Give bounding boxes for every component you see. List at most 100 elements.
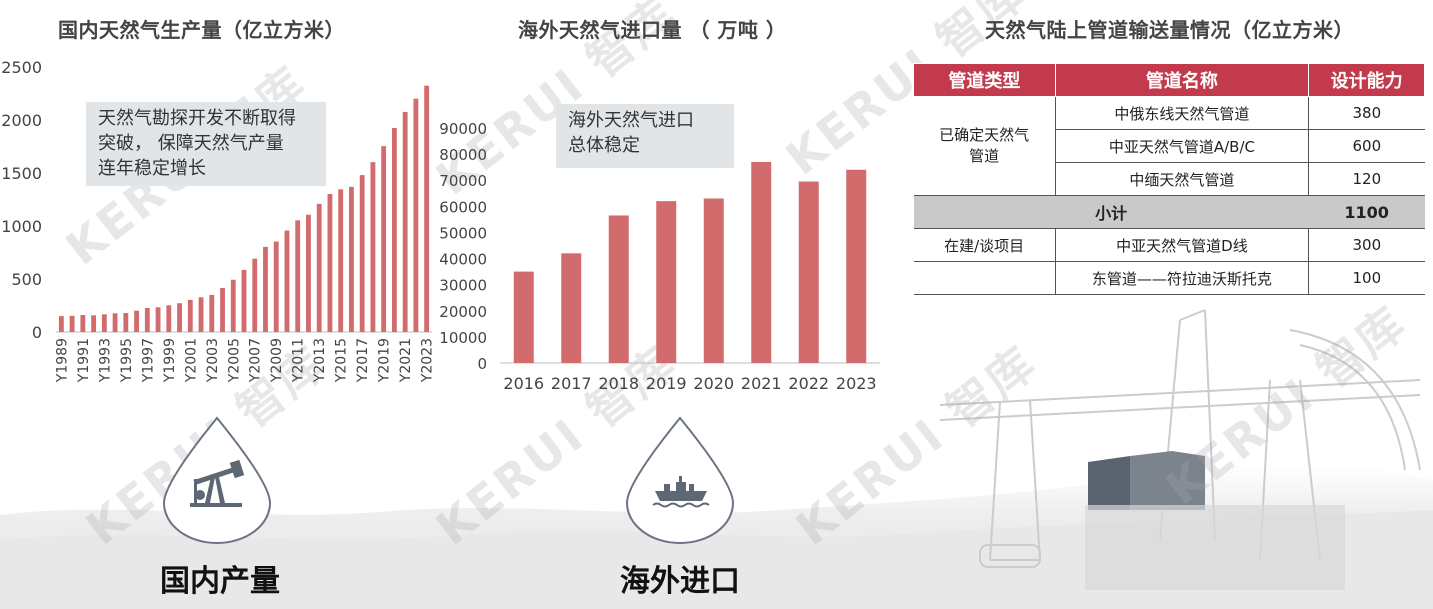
bar-Y2017 [359,175,365,332]
bar-Y2015 [338,189,344,332]
table-row: 在建/谈项目 中亚天然气管道D线 300 [913,228,1425,262]
bar-Y2006 [241,269,247,332]
bar-Y1995 [123,313,129,332]
pipeline-type-line: 已确定天然气 [939,126,1030,144]
import-callout: 海外天然气进口 总体稳定 [556,104,734,168]
oil-tanker-icon [625,416,735,544]
bar-Y1991 [80,315,86,332]
bar-Y2020 [391,127,397,332]
subtotal-label-cell: 小计 [913,195,1309,229]
x-tick-label: Y1991 [76,338,92,383]
y-tick-label: 1500 [1,164,42,183]
x-tick-label: Y2017 [355,338,371,383]
bar-Y2001 [187,299,193,332]
bar-Y1993 [101,314,107,332]
bar-Y2004 [220,288,225,332]
callout-line: 总体稳定 [568,135,640,156]
x-tick-label: 2022 [788,374,829,393]
bar-Y2010 [284,230,290,332]
pipeline-type-line: 管道 [969,147,1000,165]
pipeline-table-title: 天然气陆上管道输送量情况（亿立方米） [985,18,1354,42]
oil-pump-icon [162,416,272,544]
bar-2017 [561,253,582,363]
bar-Y1999 [166,305,172,332]
bar-Y2021 [402,111,408,332]
x-tick-label: Y2019 [377,338,393,383]
x-tick-label: 2020 [693,374,734,393]
table-row: 中缅天然气管道 120 [914,162,1425,196]
column-header: 管道类型 [913,63,1056,97]
bar-Y2016 [349,186,354,332]
x-tick-label: Y1993 [97,338,113,383]
x-tick-label: Y2005 [226,338,242,383]
domestic-chart-title: 国内天然气生产量（亿立方米） [58,18,345,42]
x-tick-label: Y1999 [162,338,178,383]
domestic-callout: 天然气勘探开发不断取得 突破， 保障天然气产量 连年稳定增长 [86,102,326,186]
y-tick-label: 2500 [1,58,42,77]
bar-Y2000 [177,303,182,332]
bar-2016 [513,271,534,363]
callout-line: 连年稳定增长 [98,158,206,179]
import-chart-title: 海外天然气进口量 （ 万吨 ） [518,18,787,42]
bar-2019 [656,201,677,363]
bar-Y2019 [381,146,387,332]
x-tick-label: Y2013 [312,338,328,383]
bar-2021 [751,161,772,363]
x-tick-label: Y2009 [269,338,285,383]
column-header: 管道名称 [1054,63,1310,97]
y-tick-label: 1000 [1,217,42,236]
bar-Y2002 [198,297,204,332]
pipeline-type-cell: 在建/谈项目 [913,228,1056,262]
pipeline-type-cell: 已确定天然气 管道 [913,96,1056,196]
x-tick-label: 2021 [741,374,782,393]
bar-Y2008 [263,246,268,332]
table-row: 中亚天然气管道A/B/C 600 [914,129,1425,163]
bar-Y1989 [58,316,64,332]
x-tick-label: 2017 [551,374,592,393]
bar-Y2007 [252,258,258,332]
capacity-cell: 300 [1308,228,1425,262]
pipeline-name-cell: 中亚天然气管道D线 [1054,228,1310,262]
table-row: 已确定天然气 管道 中俄东线天然气管道 380 [913,96,1425,196]
bar-Y1996 [134,310,139,332]
bar-Y2013 [316,203,322,332]
y-tick-label: 0 [32,323,42,342]
bar-2023 [846,169,867,363]
capacity-cell: 600 [1308,129,1425,163]
bar-Y1997 [144,307,150,332]
bar-2022 [798,181,819,363]
pipeline-name-cell: 中缅天然气管道 [1054,162,1310,196]
domestic-production-label: 国内产量 [160,564,280,599]
y-tick-label: 90000 [439,120,487,138]
x-tick-label: Y2001 [183,338,199,383]
bar-Y2011 [295,220,301,332]
y-tick-label: 500 [11,270,42,289]
subtotal-row: 小计 1100 [913,195,1425,229]
x-tick-label: 2019 [646,374,687,393]
y-tick-label: 0 [477,355,487,373]
table-header-row: 管道类型 管道名称 设计能力 [913,63,1425,97]
overseas-import-label: 海外进口 [620,564,740,599]
x-tick-label: Y2015 [334,338,350,383]
callout-line: 海外天然气进口 [568,110,694,131]
bar-Y2005 [230,279,236,332]
bar-Y2023 [424,85,430,332]
x-tick-label: Y2003 [205,338,221,383]
capacity-cell: 100 [1308,261,1425,295]
x-tick-label: Y1995 [119,338,135,383]
callout-line: 突破， 保障天然气产量 [98,133,284,154]
y-tick-label: 60000 [439,198,487,216]
bar-Y2009 [273,241,279,332]
x-tick-label: 2023 [836,374,877,393]
y-tick-label: 10000 [439,329,487,347]
x-tick-label: 2016 [503,374,544,393]
y-tick-label: 2000 [1,111,42,130]
y-tick-label: 30000 [439,277,487,295]
x-tick-label: Y2011 [291,338,307,383]
pipeline-name-cell: 中俄东线天然气管道 [1054,96,1310,130]
table-row: 东管道——符拉迪沃斯托克 100 [913,261,1425,295]
pipeline-type-cell [913,261,1056,295]
column-header: 设计能力 [1308,63,1425,97]
capacity-cell: 380 [1308,96,1425,130]
